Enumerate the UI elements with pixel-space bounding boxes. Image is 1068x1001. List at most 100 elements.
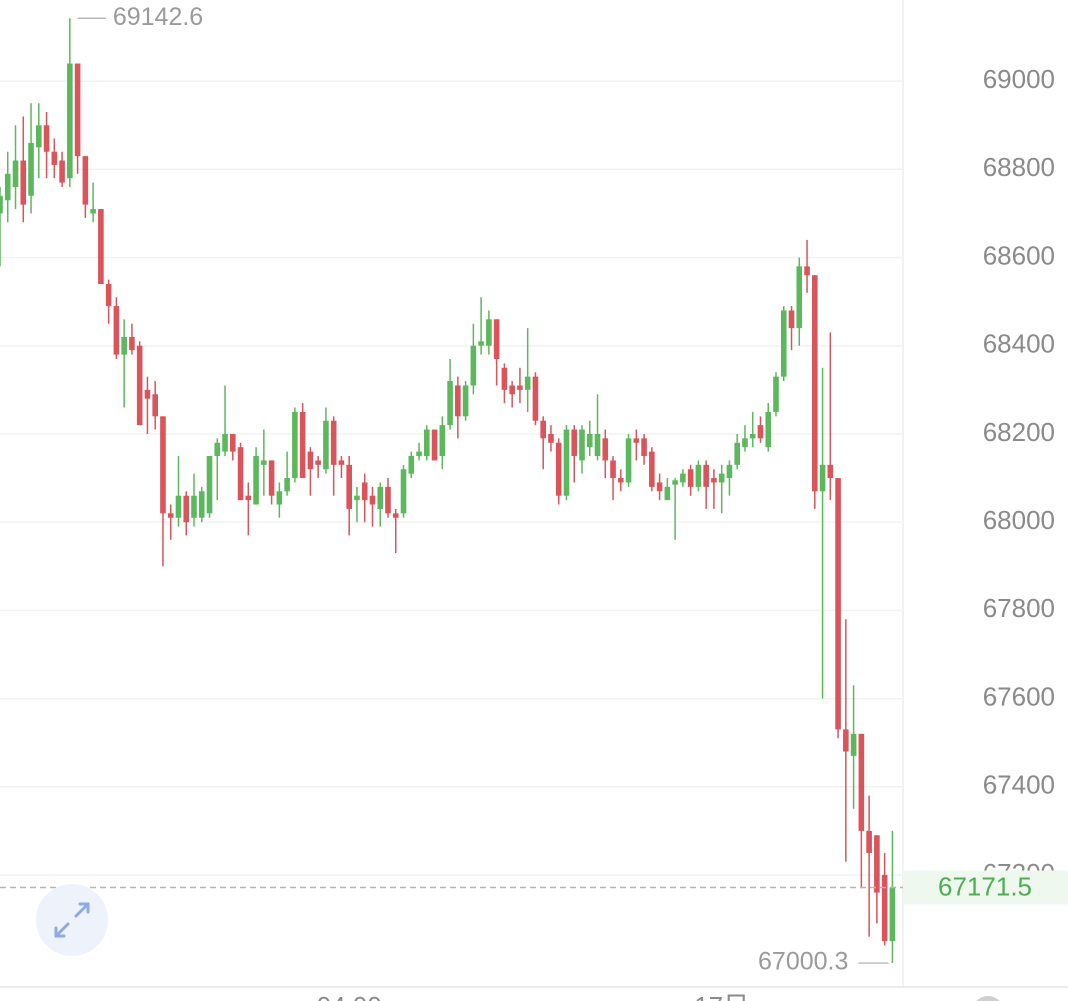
candle-body [67, 63, 73, 179]
candle-body [703, 464, 709, 487]
candle-body [385, 486, 391, 514]
candle-body [478, 341, 484, 346]
candle-body [579, 429, 585, 461]
y-tick-label: 67600 [983, 681, 1055, 711]
candle-body [649, 451, 655, 487]
candle-body [711, 478, 717, 483]
candle-body [850, 733, 857, 756]
candle-body [586, 433, 593, 448]
candle-body [191, 495, 197, 518]
candle-body [812, 275, 818, 492]
candle-body [354, 495, 360, 501]
candle-body [51, 151, 58, 165]
candle-body [555, 442, 562, 496]
last-price-label: 67171.5 [938, 871, 1032, 901]
candle-body [74, 63, 81, 157]
min-label: 67000.3 [758, 948, 848, 976]
candle-body [392, 513, 399, 518]
candle-body [323, 420, 329, 470]
overlay: 69142.6 67000.3 67171.5 [0, 3, 1068, 976]
candle-body [633, 438, 640, 443]
candle-body [819, 464, 826, 492]
candle-body [625, 438, 632, 483]
candle-body [136, 345, 143, 426]
candle-body [757, 425, 764, 439]
candle-body [532, 376, 539, 421]
max-label: 69142.6 [113, 3, 203, 31]
candle-body [82, 156, 89, 205]
candle-body [734, 442, 740, 465]
y-tick-label: 68800 [983, 152, 1055, 182]
candle-body [610, 460, 616, 479]
candle-body [602, 438, 609, 461]
candle-body [695, 464, 702, 487]
candle-body [462, 385, 469, 417]
candle-body [656, 482, 663, 492]
candle-body [237, 447, 244, 501]
expand-icon[interactable] [54, 902, 90, 938]
candle-body [749, 433, 756, 439]
candle-body [0, 195, 3, 214]
candle-body [416, 451, 422, 457]
candle-body [12, 160, 19, 187]
candle-body [524, 376, 531, 390]
candle-body [773, 376, 779, 412]
candle-body [843, 729, 849, 752]
candle-body [641, 438, 647, 457]
candle-body [276, 491, 283, 505]
expand-button[interactable] [36, 884, 108, 956]
candle-body [198, 491, 205, 518]
candle-body [346, 464, 352, 509]
scroll-handle[interactable] [972, 996, 1004, 1001]
y-tick-label: 67400 [983, 770, 1055, 800]
candle-body [563, 429, 570, 496]
candle-body [144, 389, 151, 399]
candle-body [726, 464, 733, 479]
candle-body [105, 284, 112, 307]
grid: 6720067400676006780068000682006840068600… [0, 64, 1055, 1001]
candle-body [167, 513, 174, 518]
candle-body [866, 830, 872, 853]
candle-body [470, 345, 477, 386]
candle-body [571, 429, 578, 457]
candle-body [222, 433, 228, 452]
candle-body [20, 160, 27, 205]
candle-body [718, 473, 725, 483]
candle-body [408, 456, 415, 474]
candle-body [431, 429, 438, 461]
candle-body [183, 495, 190, 523]
candle-body [230, 433, 236, 452]
x-tick-label: 04:00 [317, 991, 382, 1001]
candle-body [594, 433, 601, 457]
y-tick-label: 68200 [983, 417, 1055, 447]
candle-body [175, 495, 182, 518]
candle-body [36, 125, 42, 148]
candle-body [672, 480, 678, 485]
y-tick-label: 69000 [983, 64, 1055, 94]
candle-body [804, 266, 810, 276]
candle-body [121, 336, 127, 355]
expand-button-bg[interactable] [36, 884, 108, 956]
y-tick-label: 67800 [983, 593, 1055, 623]
candle-body [827, 464, 834, 479]
candle-body [858, 733, 865, 831]
candle-body [369, 495, 376, 505]
candle-body [509, 385, 515, 395]
candle-body [253, 456, 259, 505]
candle-body [59, 160, 65, 183]
candles [0, 18, 896, 964]
candle-body [338, 460, 345, 465]
candle-body [315, 460, 321, 465]
candle-body [788, 310, 795, 329]
candle-body [90, 209, 96, 214]
candle-body [152, 394, 158, 417]
candle-body [206, 456, 213, 514]
candle-body [43, 125, 50, 152]
x-tick-label: 17日 [694, 991, 749, 1001]
candle-body [292, 411, 298, 479]
candle-body [261, 460, 267, 465]
candle-body [361, 482, 368, 501]
candle-body [780, 310, 787, 377]
candle-body [618, 478, 624, 483]
